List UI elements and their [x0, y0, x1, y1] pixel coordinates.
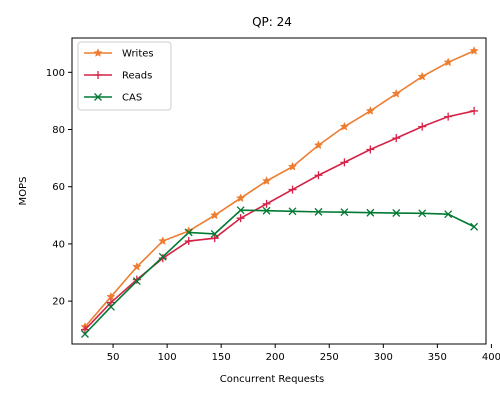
data-point-writes: [391, 88, 401, 98]
plot-area: [71, 37, 487, 345]
data-point-reads: [80, 325, 89, 334]
x-tick-label: 350: [428, 352, 447, 363]
data-point-cas: [106, 302, 115, 311]
legend-item-cas: CAS: [84, 93, 142, 104]
series-reads: [80, 106, 479, 334]
series-writes: [80, 46, 479, 331]
y-tick-label: 100: [46, 68, 65, 79]
legend-box: [77, 41, 172, 111]
series-line-cas: [84, 209, 475, 335]
y-tick-label: 20: [52, 297, 65, 308]
data-point-reads: [418, 122, 427, 131]
legend-marker-writes: [93, 48, 103, 57]
x-axis-label: Concurrent Requests: [220, 374, 325, 385]
data-point-cas: [444, 210, 453, 219]
series-cas: [81, 206, 479, 338]
data-point-reads: [444, 112, 453, 121]
x-tick-label: 250: [320, 352, 339, 363]
data-point-cas: [262, 206, 271, 215]
data-point-writes: [236, 193, 246, 203]
x-tick-label: 150: [212, 352, 231, 363]
data-point-reads: [262, 199, 271, 208]
data-point-cas: [132, 277, 141, 286]
x-axis: 50 100 150 200 250 300 350 400: [107, 344, 500, 363]
legend-marker-cas: [94, 93, 102, 101]
data-point-reads: [314, 171, 323, 180]
data-point-cas: [210, 229, 219, 238]
data-point-reads: [236, 214, 245, 223]
series-line-writes: [84, 50, 475, 328]
data-point-cas: [340, 208, 349, 217]
legend-item-reads: Reads: [84, 71, 152, 82]
data-point-reads: [366, 145, 375, 154]
x-tick-label: 400: [482, 352, 500, 363]
x-tick-label: 200: [266, 352, 285, 363]
data-point-reads: [392, 134, 401, 143]
data-point-writes: [313, 140, 324, 150]
data-point-writes: [287, 161, 298, 171]
chart-title: QP: 24: [252, 15, 292, 29]
data-point-cas: [418, 209, 427, 218]
data-point-cas: [236, 206, 245, 215]
data-point-cas: [184, 228, 193, 237]
data-point-reads: [340, 158, 349, 167]
data-point-reads: [210, 234, 219, 243]
data-point-writes: [132, 261, 142, 271]
legend-item-writes: Writes: [84, 48, 154, 60]
data-point-writes: [158, 236, 168, 245]
data-point-cas: [314, 207, 323, 216]
data-point-writes: [261, 176, 272, 185]
x-tick-label: 300: [374, 352, 393, 363]
x-tick-label: 100: [158, 352, 177, 363]
data-point-writes: [469, 46, 479, 55]
data-point-writes: [417, 71, 427, 81]
data-point-writes: [365, 106, 375, 115]
data-point-writes: [443, 57, 453, 67]
series-line-reads: [84, 110, 475, 331]
data-point-cas: [470, 222, 479, 231]
data-point-cas: [392, 209, 401, 217]
data-point-cas: [366, 208, 375, 217]
data-point-writes: [210, 210, 220, 220]
y-axis-label: MOPS: [18, 177, 29, 206]
y-tick-label: 40: [52, 239, 65, 250]
data-point-cas: [81, 330, 89, 338]
y-tick-label: 80: [52, 125, 65, 136]
data-point-reads: [184, 237, 193, 246]
legend-label-cas: CAS: [122, 93, 142, 104]
data-point-writes: [339, 121, 350, 131]
legend-label-writes: Writes: [122, 49, 154, 60]
data-point-cas: [158, 252, 167, 261]
data-point-reads: [106, 298, 115, 307]
legend: Writes Reads CAS: [77, 41, 172, 111]
data-point-reads: [470, 106, 479, 115]
legend-marker-reads: [94, 71, 102, 79]
series-layer: [80, 46, 479, 338]
legend-label-reads: Reads: [122, 71, 152, 82]
y-tick-label: 60: [52, 182, 65, 193]
data-point-cas: [288, 207, 297, 216]
x-tick-label: 50: [107, 352, 120, 363]
data-point-reads: [288, 185, 297, 194]
y-axis: 20 40 60 80 100: [46, 68, 72, 308]
